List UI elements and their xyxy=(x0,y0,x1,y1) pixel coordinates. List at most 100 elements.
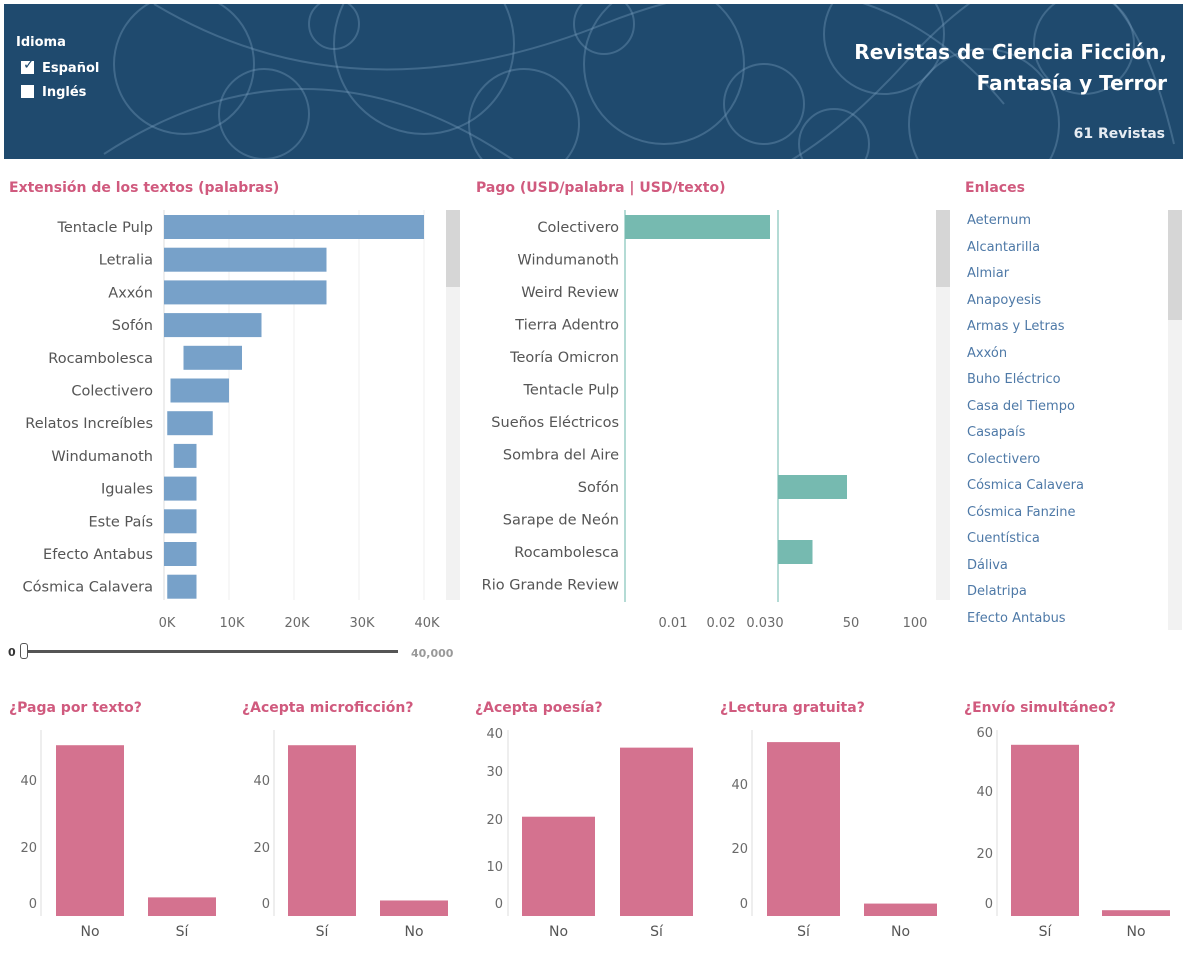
link-item[interactable]: Cuentística xyxy=(967,531,1040,546)
count-bar xyxy=(380,900,448,916)
category-label: Rocambolesca xyxy=(48,351,153,367)
category-label: Relatos Increíbles xyxy=(25,416,153,432)
language-filter-title: Idioma xyxy=(16,35,66,50)
category-label: Iguales xyxy=(101,482,153,498)
link-item[interactable]: Almiar xyxy=(967,266,1010,281)
slider-handle[interactable] xyxy=(20,643,28,659)
y-tick-label: 20 xyxy=(253,841,270,856)
payment-chart-scrollbar[interactable] xyxy=(936,210,950,600)
link-item[interactable]: Cósmica Calavera xyxy=(967,478,1084,493)
category-label: Este País xyxy=(89,514,154,530)
word-range-bar xyxy=(164,215,424,239)
category-label: Teoría Omicron xyxy=(509,350,619,366)
link-item[interactable]: Buho Eléctrico xyxy=(967,372,1061,387)
link-item[interactable]: Colectivero xyxy=(967,451,1041,467)
word-range-bar xyxy=(164,476,197,501)
y-tick-label: 0 xyxy=(740,897,748,912)
x-category-label: No xyxy=(404,924,423,940)
y-tick-label: 30 xyxy=(486,765,503,780)
link-item[interactable]: Delatripa xyxy=(967,584,1027,599)
x-tick-label: 30K xyxy=(349,616,375,631)
header-banner: Idioma ✓ Español Inglés Revistas de Cienc… xyxy=(4,4,1183,159)
checkbox-empty-icon[interactable] xyxy=(21,85,34,98)
category-label: Tentacle Pulp xyxy=(56,220,153,236)
word-range-bar xyxy=(164,247,327,272)
link-item[interactable]: Casa del Tiempo xyxy=(967,398,1075,414)
count-bar xyxy=(620,747,693,916)
category-label: Sofón xyxy=(112,318,153,334)
word-length-chart-title: Extensión de los textos (palabras) xyxy=(9,180,280,196)
payment-chart-title: Pago (USD/palabra | USD/texto) xyxy=(476,180,726,196)
x-category-label: No xyxy=(891,924,910,940)
x-tick-label: 0.02 xyxy=(707,616,736,631)
category-label: Tentacle Pulp xyxy=(522,383,619,399)
x-tick-label: 0.01 xyxy=(659,616,688,631)
category-label: Sueños Eléctricos xyxy=(491,415,619,431)
category-label: Colectivero xyxy=(71,384,153,400)
count-bar xyxy=(288,745,356,916)
word-range-bar xyxy=(164,509,197,534)
x-category-label: Sí xyxy=(650,924,664,940)
language-option-label: Español xyxy=(42,61,100,76)
category-label: Sofón xyxy=(578,480,619,496)
payment-per-text-bar xyxy=(778,540,813,564)
count-bar xyxy=(148,897,216,916)
x-category-label: No xyxy=(549,924,568,940)
link-item[interactable]: Cósmica Fanzine xyxy=(967,504,1076,520)
header-background-art xyxy=(103,4,1175,159)
x-tick-label: 100 xyxy=(903,616,928,631)
y-tick-label: 0 xyxy=(985,897,993,912)
y-tick-label: 40 xyxy=(731,778,748,793)
count-bar xyxy=(1102,910,1170,916)
category-label: Weird Review xyxy=(521,285,619,301)
category-label: Rocambolesca xyxy=(514,545,619,561)
links-scroll-thumb[interactable] xyxy=(1168,210,1182,320)
word-chart-scroll-thumb[interactable] xyxy=(446,210,460,287)
free-reading-title: ¿Lectura gratuita? xyxy=(720,700,865,716)
y-tick-label: 40 xyxy=(253,774,270,789)
link-item[interactable]: Armas y Letras xyxy=(967,319,1065,334)
y-tick-label: 20 xyxy=(486,813,503,828)
slider-max-label: 40,000 xyxy=(411,647,454,660)
language-option-spanish[interactable]: ✓ Español xyxy=(21,57,100,76)
language-option-english[interactable]: Inglés xyxy=(21,85,86,100)
y-tick-label: 0 xyxy=(262,897,270,912)
category-label: Rio Grande Review xyxy=(482,578,619,594)
link-item[interactable]: Anapoyesis xyxy=(967,292,1042,308)
x-tick-label: 20K xyxy=(284,616,310,631)
payment-per-word-bar xyxy=(625,215,770,239)
count-bar xyxy=(1011,744,1079,916)
link-item[interactable]: Efecto Antabus xyxy=(967,610,1066,626)
x-category-label: Sí xyxy=(176,924,190,940)
x-category-label: No xyxy=(1126,924,1145,940)
y-tick-label: 40 xyxy=(20,774,37,789)
word-range-bar xyxy=(164,542,197,566)
link-item[interactable]: Alcantarilla xyxy=(967,239,1041,255)
x-tick-label: 0K xyxy=(159,616,176,631)
link-item[interactable]: Axxón xyxy=(967,345,1008,361)
word-chart-scrollbar[interactable] xyxy=(446,210,460,600)
x-tick-label: 10K xyxy=(219,616,245,631)
x-tick-label: 50 xyxy=(843,616,860,631)
count-bar xyxy=(864,903,937,916)
word-range-slider[interactable] xyxy=(24,650,398,653)
category-label: Windumanoth xyxy=(51,449,153,465)
link-item[interactable]: Dáliva xyxy=(967,557,1008,573)
checkbox-checked-icon[interactable]: ✓ xyxy=(21,57,35,74)
x-category-label: Sí xyxy=(797,924,811,940)
y-tick-label: 40 xyxy=(486,727,503,742)
category-label: Letralia xyxy=(99,253,153,269)
word-range-bar xyxy=(167,574,197,599)
word-range-bar xyxy=(167,411,213,436)
x-category-label: Sí xyxy=(316,924,330,940)
link-item[interactable]: Aeternum xyxy=(967,213,1032,228)
accepts-poetry-title: ¿Acepta poesía? xyxy=(475,700,603,716)
x-tick-label: 0.030 xyxy=(746,616,783,631)
links-scrollbar[interactable] xyxy=(1168,210,1182,630)
link-item[interactable]: Casapaís xyxy=(967,425,1026,440)
word-range-bar xyxy=(170,378,229,403)
payment-chart-scroll-thumb[interactable] xyxy=(936,210,950,287)
category-label: Colectivero xyxy=(537,220,619,236)
y-tick-label: 10 xyxy=(486,860,503,875)
